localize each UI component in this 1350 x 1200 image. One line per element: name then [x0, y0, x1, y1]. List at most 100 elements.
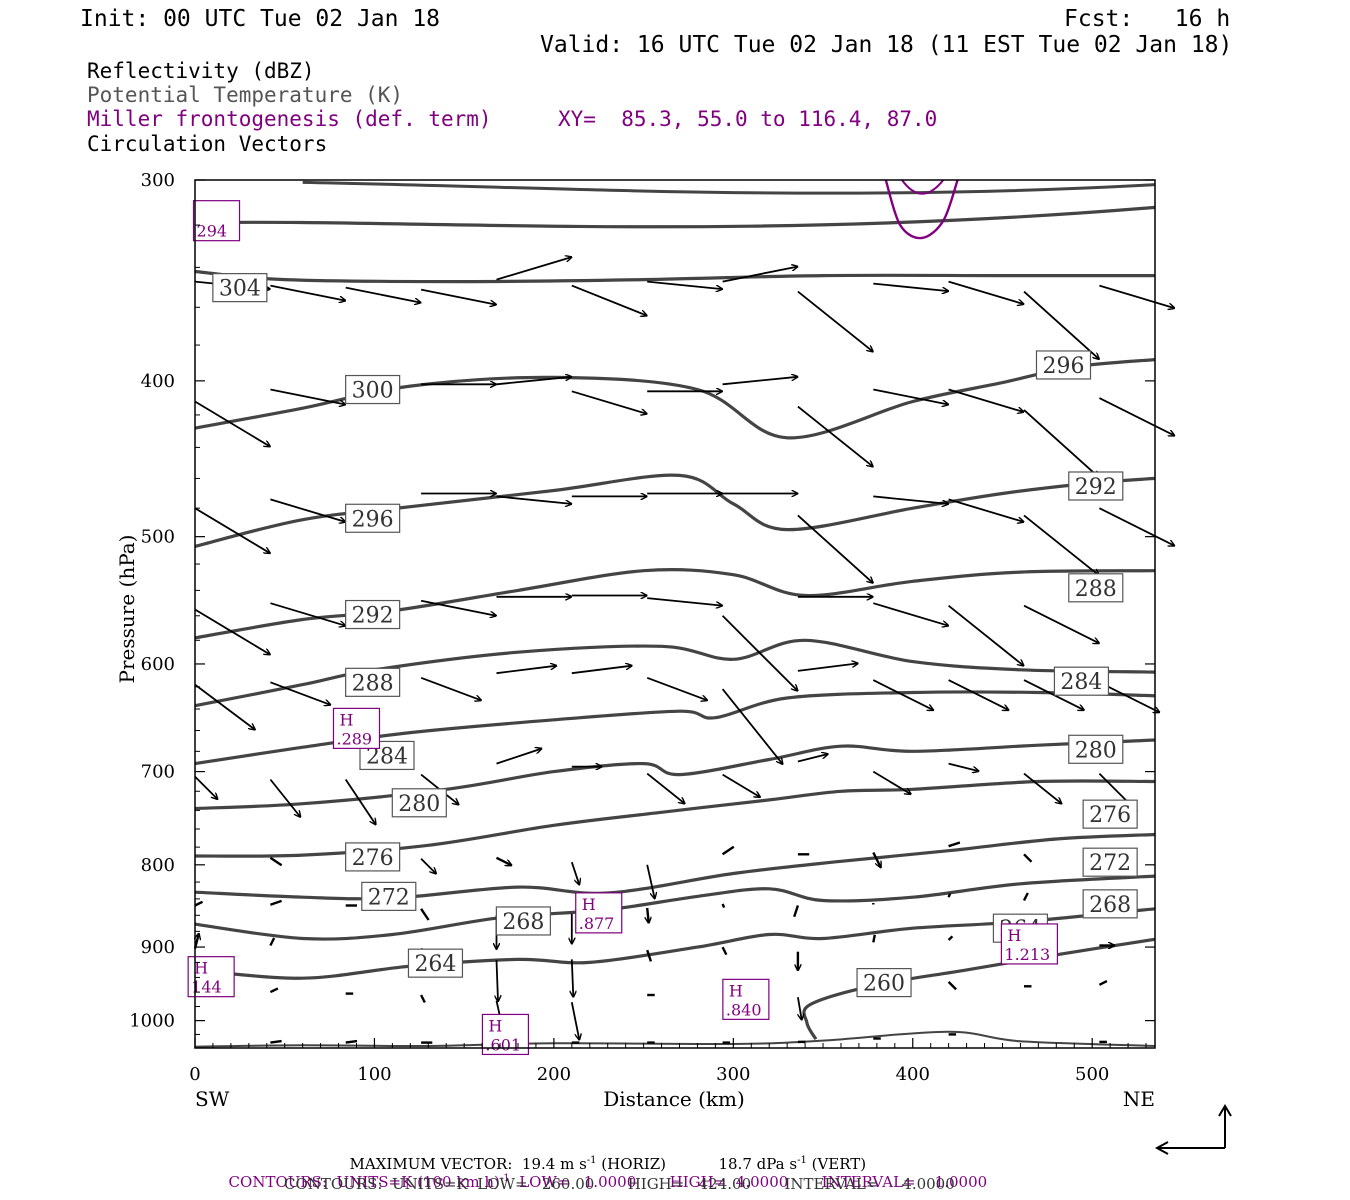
theta-contour-label: 264: [407, 948, 464, 978]
circulation-vector: [420, 994, 426, 1004]
circulation-vector: [1098, 507, 1174, 546]
circulation-vector: [1022, 892, 1029, 902]
svg-text:H: H: [488, 1016, 502, 1035]
svg-text:300: 300: [352, 379, 394, 404]
frontogenesis-maximum-label: H.840: [722, 978, 770, 1020]
theta-contour-label: 300: [345, 374, 401, 405]
circulation-vector: [947, 893, 952, 898]
circulation-vector: [270, 498, 345, 522]
circulation-vector: [1099, 284, 1174, 309]
theta-contour-label: 260: [856, 967, 912, 998]
svg-text:280: 280: [1075, 738, 1117, 763]
circulation-vector: [722, 377, 798, 386]
frontogenesis-layer: [884, 179, 959, 240]
circulation-vector: [793, 905, 800, 918]
circulation-vector: [721, 903, 726, 909]
theta-contour-label: 268: [1082, 889, 1138, 919]
y-tick-label: 600: [141, 654, 175, 675]
circulation-vector: [947, 935, 954, 941]
y-tick-label: 300: [141, 170, 175, 191]
circulation-vector: [872, 679, 933, 710]
circulation-vector: [1023, 853, 1033, 863]
circulation-vector: [647, 597, 722, 606]
svg-text:.289: .289: [336, 729, 372, 748]
max-vector-vert-unit-exp: -1: [797, 1155, 807, 1166]
y-tick-label: 700: [141, 762, 175, 783]
circulation-vector: [571, 284, 647, 316]
svg-text:1.213: 1.213: [1004, 945, 1050, 964]
x-tick-label: 500: [1075, 1064, 1109, 1085]
circulation-vector: [797, 405, 873, 467]
svg-text:H: H: [729, 981, 743, 1000]
circulation-vector: [948, 841, 961, 848]
legend-circulation-vectors: Circulation Vectors: [87, 132, 328, 156]
circulation-vector: [872, 934, 876, 943]
theta-contour-label: 288: [345, 667, 401, 697]
reference-vector-icon: [1154, 1104, 1232, 1155]
circulation-vector: [873, 495, 948, 504]
svg-text:276: 276: [1089, 803, 1131, 828]
circulation-vector: [873, 602, 948, 626]
circulation-vector: [496, 257, 572, 281]
theta-contour-label: 272: [361, 881, 417, 911]
circulation-vector: [194, 900, 204, 907]
circulation-vector: [420, 599, 496, 616]
frontogenesis-maximum-label: H.289: [332, 707, 381, 749]
svg-text:264: 264: [414, 952, 456, 977]
frontogenesis-maximum-label: 294: [192, 200, 241, 242]
circulation-vector: [872, 851, 882, 868]
circulation-vector: [496, 377, 572, 386]
circulation-vector: [194, 608, 270, 655]
max-vector-horiz-unit-exp: -1: [586, 1155, 597, 1166]
legend-potential-temperature: Potential Temperature (K): [87, 83, 404, 107]
theta-contour-296: [194, 473, 1156, 548]
x-tick-label: 100: [357, 1064, 391, 1085]
circulation-vector: [270, 388, 345, 405]
circulation-vector: [797, 290, 873, 352]
svg-text:260: 260: [863, 972, 905, 997]
theta-contour-note: CONTOURS: UNITS=K LOW= 260.00 HIGH= 424.…: [284, 1175, 955, 1193]
circulation-vector: [647, 280, 722, 290]
circulation-vector: [345, 286, 421, 303]
circulation-vector: [1098, 681, 1159, 712]
circulation-vector: [797, 754, 828, 763]
y-tick-label: 500: [141, 527, 175, 548]
circulation-vector: [269, 856, 283, 867]
circulation-vector: [269, 937, 276, 947]
frontogenesis-contour: [901, 179, 945, 195]
circulation-vector: [270, 602, 345, 626]
circulation-vector: [872, 770, 911, 795]
theta-contour-label: 280: [1068, 734, 1124, 764]
svg-text:276: 276: [352, 846, 394, 871]
init-time: Init: 00 UTC Tue 02 Jan 18: [80, 6, 441, 32]
max-vector-vert-label: (VERT): [806, 1155, 867, 1173]
legend-reflectivity: Reflectivity (dBZ): [87, 59, 315, 83]
circulation-vector: [873, 282, 948, 292]
cross-section-endpoints: XY= 85.3, 55.0 to 116.4, 87.0: [558, 107, 938, 131]
circulation-vector: [646, 676, 707, 701]
circulation-vector: [797, 997, 802, 1020]
svg-text:288: 288: [1075, 577, 1117, 602]
circulation-vector: [269, 987, 279, 994]
plot-frame: [194, 179, 1156, 1049]
circulation-vector: [1023, 409, 1099, 478]
circulation-vector: [420, 858, 436, 874]
frontogenesis-contour: [884, 179, 959, 240]
theta-contour-label: 296: [1035, 350, 1092, 380]
theta-contour-layer: [194, 180, 1156, 1048]
axes-layer: 0 100 200 300 400 500 300 400 500 600 700 800 900 100…: [115, 170, 1156, 1111]
legend-frontogenesis: Miller frontogenesis (def. term): [87, 107, 492, 131]
theta-contour-300: [194, 358, 1156, 440]
svg-text:284: 284: [1060, 670, 1102, 695]
circulation-vector: [345, 1039, 358, 1044]
circulation-vector: [646, 772, 685, 804]
y-tick-label: 900: [141, 937, 175, 958]
circulation-vector: [1098, 397, 1174, 436]
theta-contour-label: 296: [345, 503, 401, 533]
forecast-hour: Fcst: 16 h: [1064, 6, 1231, 32]
circulation-vector: [344, 779, 376, 825]
svg-text:.877: .877: [579, 914, 615, 933]
circulation-vector: [496, 495, 572, 504]
y-tick-label: 800: [141, 855, 175, 876]
